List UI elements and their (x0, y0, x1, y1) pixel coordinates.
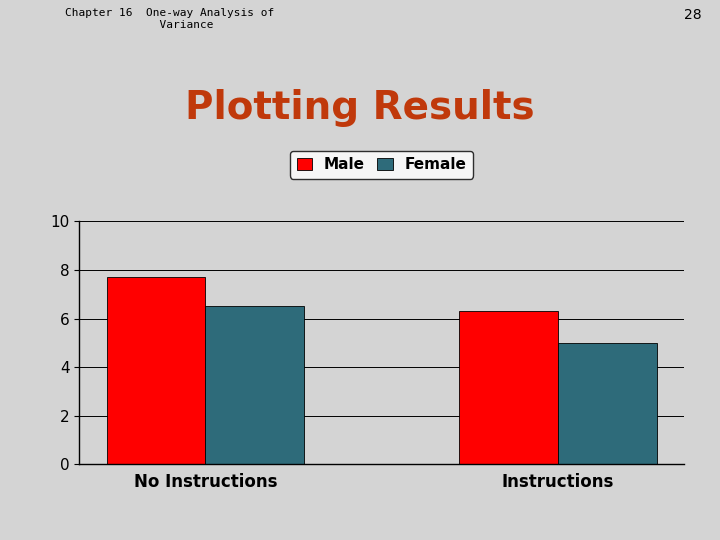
Bar (205, 306, 304, 464)
Text: 28: 28 (685, 8, 702, 22)
Bar (107, 277, 205, 464)
Legend: Male, Female: Male, Female (290, 151, 473, 179)
Text: Plotting Results: Plotting Results (185, 89, 535, 127)
Text: Chapter 16  One-way Analysis of
              Variance: Chapter 16 One-way Analysis of Variance (65, 8, 274, 30)
Bar (459, 311, 558, 464)
Bar (558, 343, 657, 464)
